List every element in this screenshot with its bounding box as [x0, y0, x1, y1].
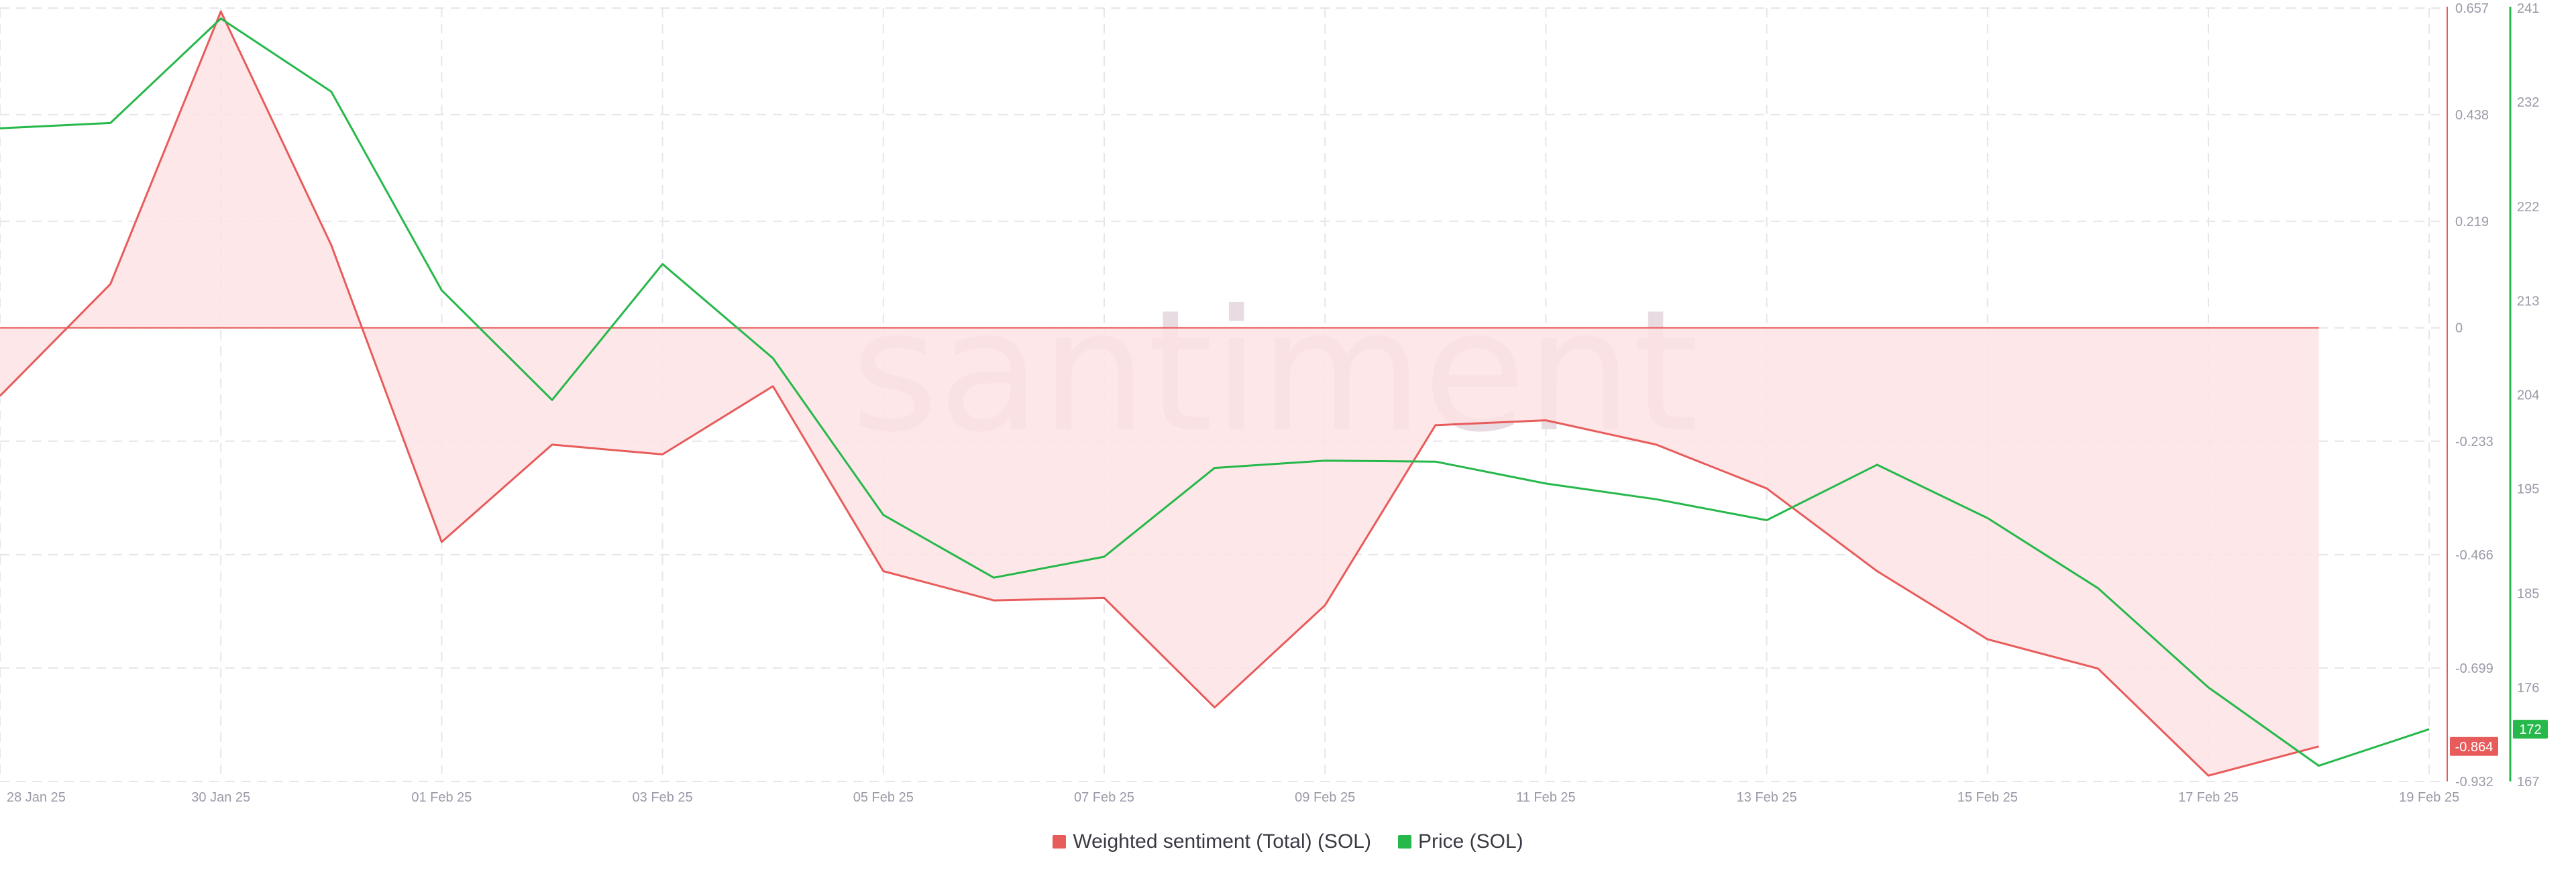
- left-tick-label: 0.657: [2455, 1, 2489, 16]
- right-tick-label: 222: [2517, 200, 2539, 215]
- right-tick-label: 204: [2517, 388, 2539, 403]
- left-tick-label: -0.699: [2455, 661, 2493, 676]
- left-tick-label: -0.233: [2455, 435, 2493, 449]
- right-tick-label: 185: [2517, 587, 2539, 602]
- legend-label-sentiment: Weighted sentiment (Total) (SOL): [1073, 830, 1371, 853]
- sentiment-line: [0, 10, 2319, 777]
- sentiment-last-badge: -0.864: [2450, 737, 2498, 756]
- x-tick-label: 19 Feb 25: [2399, 790, 2459, 805]
- right-axis-ticks: 241 232 222 213 204 195 185 176 167: [2517, 1, 2539, 789]
- x-tick-label: 07 Feb 25: [1074, 790, 1134, 805]
- left-tick-label: -0.466: [2455, 548, 2493, 563]
- right-tick-label: 241: [2517, 1, 2539, 16]
- x-tick-label: 01 Feb 25: [411, 790, 472, 805]
- legend-swatch-sentiment: [1053, 835, 1067, 849]
- chart: santiment 0.6570.4380.2190-0.233-0.466-0…: [0, 1, 2548, 805]
- right-tick-label: 176: [2517, 681, 2539, 696]
- price-last-value: 172: [2519, 722, 2541, 737]
- sentiment-last-value: -0.864: [2455, 740, 2493, 755]
- right-tick-label: 195: [2517, 482, 2539, 497]
- legend-item-sentiment[interactable]: Weighted sentiment (Total) (SOL): [1053, 830, 1371, 853]
- left-axis-ticks: 0.657 0.438 0.219 0 -0.233 -0.466 -0.699 -0.932: [2455, 1, 2493, 789]
- x-tick-label: 03 Feb 25: [633, 790, 693, 805]
- legend-label-price: Price (SOL): [1417, 830, 1523, 853]
- legend-item-price[interactable]: Price (SOL): [1397, 830, 1523, 853]
- left-tick-label: -0.932: [2455, 775, 2493, 789]
- sentiment-area: [0, 11, 2319, 776]
- x-tick-label: 09 Feb 25: [1295, 790, 1355, 805]
- right-tick-label: 213: [2517, 294, 2539, 309]
- series-lines: [0, 10, 2430, 777]
- x-tick-label: 15 Feb 25: [1957, 790, 2018, 805]
- x-axis-ticks: 28 Jan 25 30 Jan 25 01 Feb 25 03 Feb 25 05 F…: [7, 790, 2459, 805]
- left-tick-label: 0: [2455, 321, 2463, 336]
- price-line: [0, 17, 2430, 767]
- legend: Weighted sentiment (Total) (SOL) Price (…: [0, 830, 2576, 853]
- x-tick-label: 11 Feb 25: [1516, 790, 1576, 805]
- left-tick-label: 0.219: [2455, 215, 2489, 229]
- x-tick-label: 17 Feb 25: [2178, 790, 2239, 805]
- x-tick-label: 05 Feb 25: [853, 790, 914, 805]
- x-tick-label: 13 Feb 25: [1737, 790, 1797, 805]
- legend-swatch-price: [1397, 835, 1411, 849]
- sentiment-area-layer: [0, 11, 2319, 776]
- right-tick-label: 167: [2517, 775, 2539, 789]
- left-tick-label: 0.438: [2455, 108, 2489, 123]
- right-tick-label: 232: [2517, 95, 2539, 110]
- x-tick-label: 30 Jan 25: [191, 790, 250, 805]
- price-last-badge: 172: [2513, 720, 2548, 739]
- x-tick-label: 28 Jan 25: [7, 790, 66, 805]
